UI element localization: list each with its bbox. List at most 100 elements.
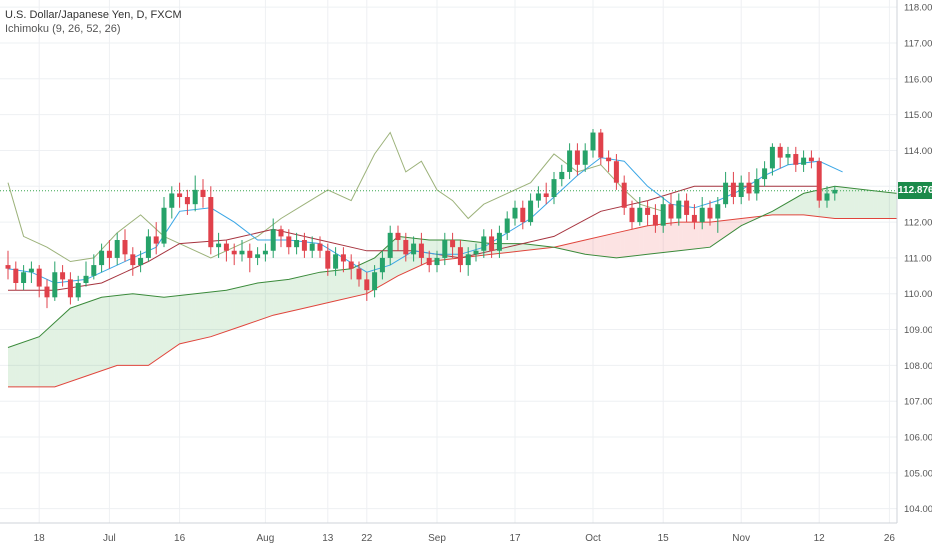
y-tick-label: 106.000 [904, 433, 932, 444]
y-tick-label: 117.000 [904, 38, 932, 49]
candle-up [801, 157, 807, 165]
candle-up [309, 243, 315, 251]
cloud-segment [238, 286, 242, 328]
cloud-segment [534, 244, 539, 250]
cloud-segment [596, 236, 601, 257]
candle-up [528, 200, 534, 223]
candle-up [754, 179, 760, 194]
cloud-segment [573, 241, 578, 253]
y-tick-label: 114.000 [904, 146, 932, 157]
cloud-segment [339, 269, 344, 301]
candle-down [13, 268, 19, 283]
cloud-segment [171, 295, 176, 350]
cloud-segment [156, 296, 161, 361]
x-tick-label: 12 [814, 533, 826, 544]
candle-down [543, 193, 549, 198]
time-axis[interactable]: 18 Jul 16 Aug 13 22 Sep 17 Oct 15 Nov 12 26 [0, 522, 897, 544]
cloud-segment [15, 343, 20, 387]
cloud-segment [612, 232, 617, 258]
candle-up [192, 189, 198, 205]
cloud-segment [694, 222, 699, 249]
cloud-segment [253, 282, 258, 322]
cloud-segment [569, 242, 574, 252]
cloud-segment [66, 308, 71, 383]
cloud-segment [245, 284, 250, 325]
x-tick-label: 18 [34, 533, 46, 544]
candle-down [457, 247, 463, 266]
candle-down [184, 197, 190, 205]
candle-up [270, 229, 276, 251]
candle-down [816, 161, 822, 201]
symbol-title: U.S. Dollar/Japanese Yen, D, FXCM [5, 9, 182, 21]
cloud-segment [706, 222, 710, 248]
candle-up [769, 146, 775, 169]
x-tick-label: 17 [509, 533, 521, 544]
candle-up [91, 265, 97, 276]
candle-down [668, 204, 674, 219]
cloud-segment [593, 237, 597, 256]
cloud-segment [327, 270, 332, 303]
cloud-segment [242, 285, 246, 326]
cloud-segment [686, 222, 691, 250]
cloud-segment [616, 231, 621, 258]
y-tick-label: 104.000 [904, 504, 932, 515]
cloud-segment [288, 278, 293, 312]
candle-down [574, 150, 580, 165]
candle-down [426, 257, 432, 266]
cloud-segment [249, 283, 254, 324]
cloud-segment [511, 243, 515, 253]
cloud-segment [795, 195, 800, 215]
candle-down [122, 240, 128, 255]
y-tick-label: 107.000 [904, 397, 932, 408]
cloud-segment [292, 277, 297, 311]
cloud-segment [725, 219, 730, 237]
cloud-segment [214, 291, 219, 336]
cloud-segment [741, 218, 746, 226]
cloud-segment [877, 191, 882, 219]
cloud-segment [678, 222, 683, 251]
x-tick-label: Nov [732, 533, 750, 544]
cloud-segment [128, 293, 133, 366]
cloud-segment [713, 221, 718, 245]
cloud-segment [265, 281, 270, 318]
candle-up [216, 243, 222, 248]
cloud-segment [600, 235, 605, 257]
cloud-segment [721, 220, 726, 240]
cloud-segment [304, 274, 309, 309]
candle-up [52, 272, 58, 298]
candle-down [36, 268, 42, 287]
cloud-segment [218, 290, 223, 335]
cloud-segment [698, 222, 703, 249]
cloud-segment [300, 275, 305, 309]
candle-up [535, 193, 541, 201]
cloud-segment [729, 219, 734, 234]
cloud-segment [199, 292, 203, 340]
candle-down [691, 214, 697, 223]
candle-down [223, 243, 229, 251]
candle-up [481, 236, 487, 251]
ichimoku-cloud [8, 186, 898, 387]
candle-down [247, 250, 253, 258]
cloud-segment [269, 281, 274, 317]
cloud-segment [780, 204, 785, 215]
candle-down [684, 200, 690, 215]
cloud-segment [210, 291, 215, 337]
cloud-segment [167, 296, 172, 352]
cloud-segment [62, 311, 67, 385]
indicator-label[interactable]: Ichimoku (9, 26, 52, 26) [5, 23, 121, 35]
cloud-segment [191, 293, 196, 342]
candle-down [793, 154, 799, 165]
candle-down [177, 193, 183, 198]
x-tick-label: 15 [658, 533, 670, 544]
cloud-segment [663, 223, 668, 253]
cloud-segment [70, 306, 75, 382]
cloud-segment [830, 186, 835, 219]
price-axis[interactable]: 104.000 105.000 106.000 107.000 108.000 109.0… [896, 0, 932, 523]
cloud-segment [799, 193, 804, 215]
candle-up [294, 240, 300, 248]
candle-down [777, 146, 783, 158]
candle-up [138, 257, 144, 266]
cloud-segment [140, 294, 145, 366]
candle-down [598, 132, 604, 158]
